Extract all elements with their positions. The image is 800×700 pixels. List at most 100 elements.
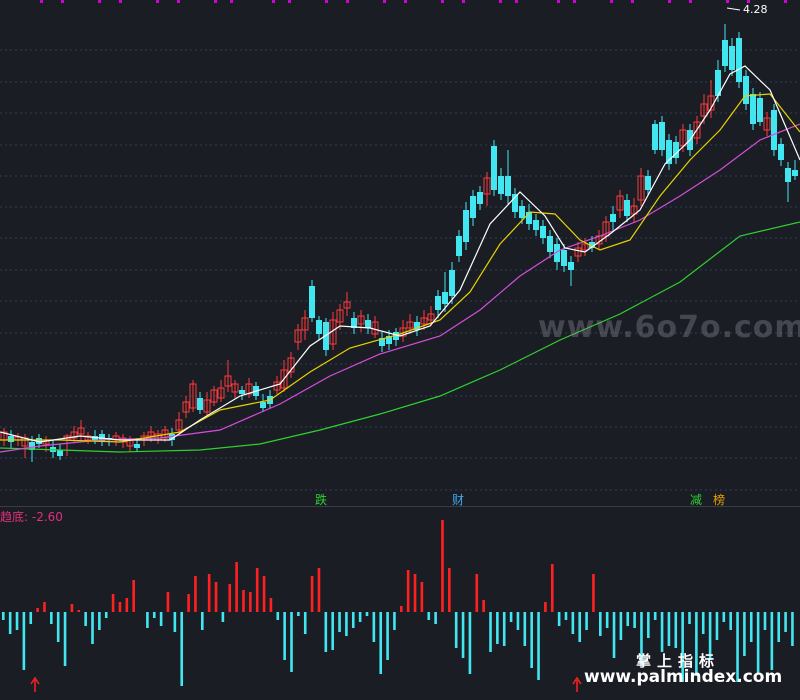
candle (316, 316, 322, 340)
candle (785, 162, 791, 202)
candle-body (568, 262, 574, 270)
event-tag-bang[interactable]: 榜 (713, 493, 726, 507)
candle-body (231, 383, 239, 393)
candle-body (743, 76, 749, 104)
candle (757, 92, 763, 126)
candle-body (540, 226, 546, 238)
indicator-bar-negative (599, 612, 602, 636)
indicator-bar-negative (647, 612, 650, 638)
candle (239, 386, 245, 400)
candle (260, 394, 266, 412)
candle (729, 38, 735, 76)
candle-body (442, 292, 448, 304)
indicator-bar-positive (544, 602, 547, 612)
indicator-bar-negative (756, 612, 760, 674)
indicator-bar-positive (310, 576, 314, 612)
indicator-bar-negative (283, 612, 286, 660)
candle (645, 170, 651, 196)
watermark-palmindex: www.palmindex.com (584, 667, 783, 687)
candle (77, 420, 85, 440)
indicator-bar-positive (262, 576, 266, 612)
candle-body (36, 438, 42, 444)
indicator-bar-positive (448, 568, 451, 612)
ma-line-short (0, 65, 800, 443)
event-tag-die[interactable]: 跌 (315, 493, 328, 507)
indicator-bar-negative (722, 612, 726, 622)
indicator-bar-positive (132, 580, 135, 612)
candle-body (561, 250, 567, 266)
indicator-bar-negative (56, 612, 60, 642)
event-tag-cai[interactable]: 财 (452, 493, 465, 507)
candle (301, 310, 309, 340)
top-marker (214, 0, 217, 3)
candle-body (316, 320, 322, 334)
indicator-bar-negative (221, 612, 225, 622)
event-tag-jian[interactable]: 减 (690, 493, 703, 507)
candle (554, 238, 560, 270)
candle-body (435, 296, 441, 310)
indicator-bar-negative (91, 612, 94, 644)
candle-body (379, 338, 385, 346)
high-price-label: 4.28 (743, 3, 768, 16)
candle (778, 138, 784, 166)
indicator-bar-negative (98, 612, 101, 630)
candle-body (70, 431, 78, 439)
indicator-bar-negative (736, 612, 739, 682)
indicator-bar-negative (523, 612, 527, 646)
candle (197, 392, 203, 414)
indicator-bar-positive (77, 610, 81, 612)
candle (182, 396, 190, 418)
top-marker (689, 0, 692, 3)
candle (722, 24, 728, 72)
indicator-bar-positive (420, 582, 424, 612)
indicator-bar-negative (434, 612, 437, 624)
candle-body (357, 315, 365, 325)
candle (526, 204, 532, 230)
indicator-bar-negative (454, 612, 458, 648)
watermark-zhangshang: 掌上指标 (636, 652, 721, 670)
indicator-bar-negative (749, 612, 753, 642)
indicator-bar-positive (592, 574, 595, 612)
candle (736, 32, 742, 88)
candle (624, 194, 630, 222)
candle (610, 206, 616, 230)
candle-body (449, 270, 455, 296)
candle-body (420, 317, 428, 325)
top-marker (441, 0, 444, 3)
candle-body (280, 369, 288, 389)
indicator-chart[interactable] (0, 507, 800, 700)
candle (217, 380, 225, 402)
candle-body (224, 375, 232, 387)
indicator-bar-negative (173, 612, 177, 632)
candle-body (260, 402, 266, 408)
candle-body (217, 387, 225, 399)
candle (763, 112, 771, 136)
candle-body (427, 313, 435, 321)
candle-body (287, 357, 295, 373)
candle (379, 332, 385, 352)
price-chart[interactable]: 4.28 (0, 0, 800, 506)
indicator-bar-positive (406, 570, 410, 612)
indicator-bar-positive (118, 602, 122, 612)
candle (351, 312, 357, 334)
candle-body (512, 194, 518, 212)
indicator-bar-negative (708, 612, 712, 660)
indicator-bar-negative (502, 612, 506, 646)
indicator-bar-negative (612, 612, 616, 658)
candle-body (175, 419, 183, 431)
indicator-bar-positive (413, 574, 417, 612)
candle (203, 392, 211, 416)
candle (568, 256, 574, 286)
ma-line-long (0, 123, 800, 453)
top-marker (230, 0, 233, 3)
top-marker (557, 0, 560, 3)
candle (512, 188, 518, 218)
candle (743, 70, 749, 110)
candle-body (637, 175, 645, 201)
indicator-bar-negative (427, 612, 431, 620)
candle-body (757, 98, 763, 122)
candle-body (309, 286, 315, 318)
indicator-bar-positive (550, 564, 554, 612)
indicator-bar-negative (530, 612, 533, 668)
candle-body (491, 146, 497, 190)
